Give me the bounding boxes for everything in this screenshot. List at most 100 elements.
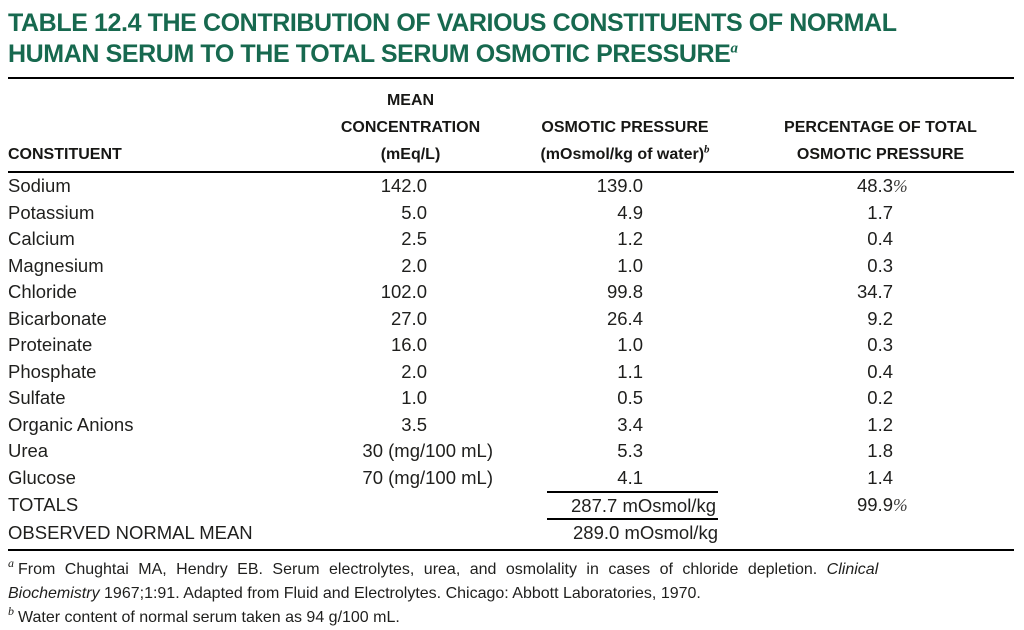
pressure-cell: 139.0 (596, 175, 643, 196)
table-title-line1: TABLE 12.4 THE CONTRIBUTION OF VARIOUS C… (8, 9, 897, 37)
percentage-cell: 34.7 (856, 281, 893, 302)
percentage-cell: 0.4 (867, 228, 893, 249)
table-body: Sodium 142.0 139.0 48.3% Potassium 5.0 4.9 1.7 C… (8, 172, 1014, 547)
header-constituent-label: CONSTITUENT (8, 146, 122, 163)
percentage-cell: 1.7 (867, 201, 893, 223)
pressure-cell: 99.8 (606, 281, 643, 302)
pressure-cell: 287.7 mOsmol/kg (503, 491, 747, 520)
header-mean-concentration: MEAN CONCENTRATION (mEq/L) (318, 78, 503, 173)
journal-name: Clinical (826, 560, 879, 578)
concentration-cell: 27.0 (390, 307, 427, 329)
footnote-marker: a (8, 556, 14, 571)
title-footnote-marker: a (730, 40, 738, 57)
header-mean-line: MEAN (386, 92, 435, 109)
concentration-cell: 30 (mg/100 mL) (362, 440, 493, 461)
percentage-cell: 9.2 (867, 307, 893, 329)
header-osmotic-pressure-line: OSMOTIC PRESSURE (541, 119, 709, 136)
pressure-cell: 4.1 (617, 466, 643, 488)
concentration-cell: 16.0 (390, 334, 427, 355)
footnote-line: From Chughtai MA, Hendry EB. Serum elect… (18, 561, 878, 578)
table-row: Glucose 70 (mg/100 mL) 4.1 1.4 (8, 465, 1014, 492)
percentage-cell: 1.4 (867, 466, 893, 488)
pressure-cell: 4.9 (617, 201, 643, 223)
concentration-cell: 70 (mg/100 mL) (362, 466, 493, 488)
header-footnote-marker: b (704, 143, 710, 156)
journal-name: Biochemistry (8, 584, 100, 602)
table-row: Calcium 2.5 1.2 0.4 (8, 226, 1014, 253)
constituent-cell: OBSERVED NORMAL MEAN (8, 522, 253, 543)
percentage-cell: 0.4 (867, 360, 893, 382)
footnote-a: a From Chughtai MA, Hendry EB. Serum elec… (8, 556, 1014, 606)
header-osmol-unit-line: (mOsmol/kg of water)b (503, 141, 747, 168)
footnotes: a From Chughtai MA, Hendry EB. Serum elec… (8, 556, 1014, 630)
constituent-cell: Glucose (8, 466, 76, 488)
header-concentration-line: CONCENTRATION (340, 119, 481, 136)
constituent-cell: TOTALS (8, 494, 79, 516)
header-row: CONSTITUENT MEAN CONCENTRATION (mEq/L) O… (8, 78, 1014, 173)
constituent-cell: Phosphate (8, 360, 97, 382)
table-row: Potassium 5.0 4.9 1.7 (8, 200, 1014, 227)
header-percentage-line2: OSMOTIC PRESSURE (796, 146, 965, 163)
constituent-cell: Magnesium (8, 254, 104, 276)
table-title: TABLE 12.4 THE CONTRIBUTION OF VARIOUS C… (8, 8, 1014, 70)
percentage-cell: 1.2 (867, 413, 893, 435)
pressure-cell: 1.0 (617, 334, 643, 355)
pressure-cell: 1.1 (617, 360, 643, 382)
constituent-cell: Bicarbonate (8, 307, 107, 329)
percentage-cell: 99.9% (856, 494, 908, 516)
constituent-cell: Chloride (8, 281, 77, 302)
concentration-cell: 102.0 (380, 281, 427, 302)
percentage-cell: 1.8 (867, 440, 893, 461)
footnote-line: Biochemistry 1967;1:91. Adapted from Flu… (8, 585, 701, 602)
concentration-cell: 5.0 (401, 201, 427, 223)
serum-table: CONSTITUENT MEAN CONCENTRATION (mEq/L) O… (8, 77, 1014, 547)
constituent-cell: Sulfate (8, 387, 66, 408)
table-row: Bicarbonate 27.0 26.4 9.2 (8, 306, 1014, 333)
header-percentage-line: PERCENTAGE OF TOTAL (784, 119, 977, 136)
concentration-cell: 142.0 (380, 175, 427, 196)
table-header: CONSTITUENT MEAN CONCENTRATION (mEq/L) O… (8, 78, 1014, 173)
footnote-line: Water content of normal serum taken as 9… (18, 609, 400, 626)
concentration-cell: 1.0 (401, 387, 427, 408)
header-percentage-of-total: PERCENTAGE OF TOTAL OSMOTIC PRESSURE (747, 78, 1014, 173)
table-row: OBSERVED NORMAL MEAN 289.0 mOsmol/kg (8, 520, 1014, 547)
pressure-cell: 26.4 (606, 307, 643, 329)
percentage-value: 99.9 (856, 494, 893, 516)
footnote-marker: b (8, 604, 14, 619)
concentration-cell: 3.5 (401, 413, 427, 435)
constituent-cell: Sodium (8, 175, 71, 196)
pressure-cell: 5.3 (617, 440, 643, 461)
footnote-text: 1967;1:91. Adapted from Fluid and Electr… (99, 584, 701, 602)
concentration-cell: 2.0 (401, 360, 427, 382)
percentage-cell: 0.2 (867, 387, 893, 408)
percentage-cell: 48.3% (856, 175, 908, 196)
table-row: TOTALS 287.7 mOsmol/kg 99.9% (8, 491, 1014, 520)
totals-sum-box: 287.7 mOsmol/kg (547, 491, 718, 520)
table-row: Sulfate 1.0 0.5 0.2 (8, 385, 1014, 412)
percentage-cell: 0.3 (867, 254, 893, 276)
constituent-cell: Calcium (8, 228, 75, 249)
table-row: Urea 30 (mg/100 mL) 5.3 1.8 (8, 438, 1014, 465)
footnote-text: From Chughtai MA, Hendry EB. Serum elect… (18, 560, 827, 578)
constituent-cell: Potassium (8, 201, 95, 223)
pressure-cell: 3.4 (617, 413, 643, 435)
concentration-cell: 2.5 (401, 228, 427, 249)
header-constituent: CONSTITUENT (8, 78, 318, 173)
table-row: Sodium 142.0 139.0 48.3% (8, 172, 1014, 200)
header-meq-unit-line: (mEq/L) (380, 146, 441, 163)
table-title-line2-text: HUMAN SERUM TO THE TOTAL SERUM OSMOTIC P… (8, 40, 731, 68)
pressure-cell: 1.2 (617, 228, 643, 249)
table-row: Magnesium 2.0 1.0 0.3 (8, 253, 1014, 280)
concentration-cell (318, 520, 503, 547)
concentration-cell (318, 491, 503, 520)
footnote-b: b Water content of normal serum taken as … (8, 604, 1014, 630)
table-title-line2: HUMAN SERUM TO THE TOTAL SERUM OSMOTIC P… (8, 39, 1014, 70)
concentration-cell: 2.0 (401, 254, 427, 276)
table-row: Organic Anions 3.5 3.4 1.2 (8, 412, 1014, 439)
pressure-cell: 0.5 (617, 387, 643, 408)
constituent-cell: Organic Anions (8, 413, 134, 435)
percentage-value: 48.3 (856, 175, 893, 196)
table-row: Proteinate 16.0 1.0 0.3 (8, 332, 1014, 359)
footnote-text: Water content of normal serum taken as 9… (18, 608, 400, 626)
